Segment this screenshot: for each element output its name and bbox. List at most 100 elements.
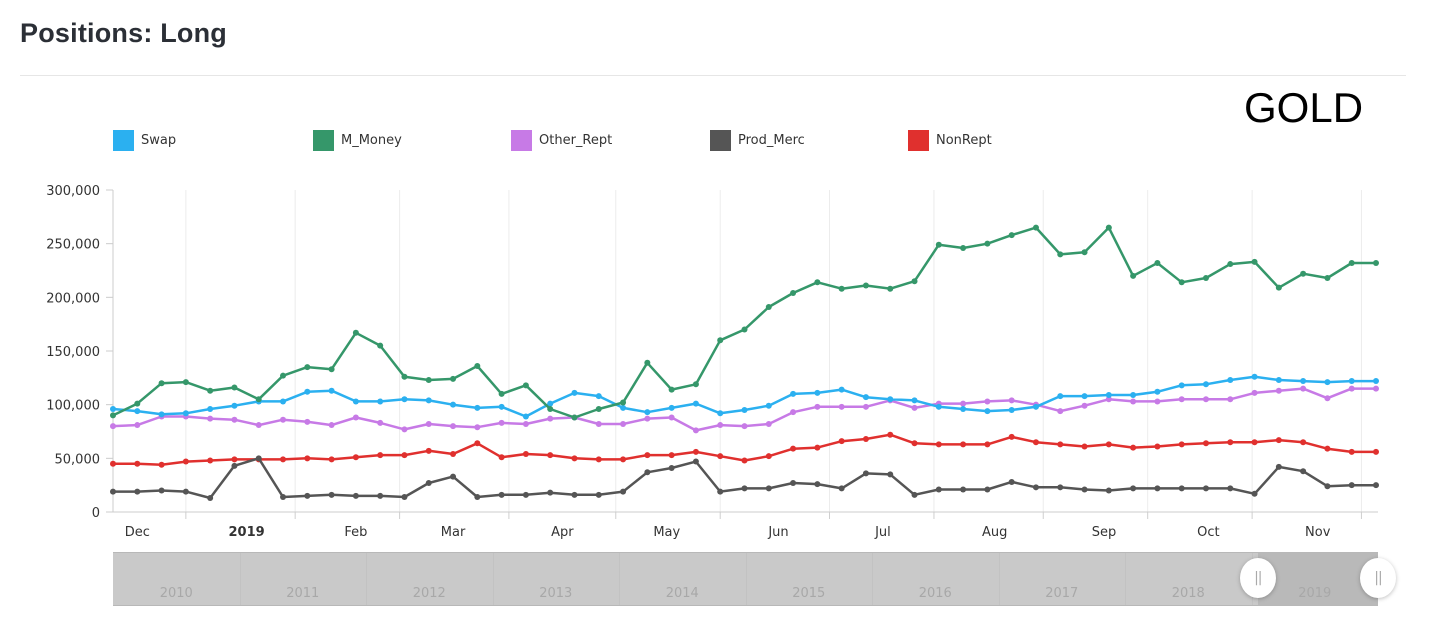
data-point: [377, 419, 384, 426]
data-point: [960, 486, 967, 493]
data-point: [474, 440, 481, 447]
data-point: [1300, 385, 1307, 392]
data-point: [741, 326, 748, 333]
data-point: [741, 457, 748, 464]
data-point: [1032, 224, 1039, 231]
page-title: Positions: Long: [20, 18, 227, 48]
data-point: [862, 394, 869, 401]
x-tick-label: Dec: [125, 525, 150, 540]
data-point: [1057, 251, 1064, 258]
data-point: [1057, 441, 1064, 448]
data-point: [814, 481, 821, 488]
series-line: [112, 226, 1376, 419]
data-point: [1324, 395, 1331, 402]
navigator-year-separator: [619, 553, 620, 605]
legend-label-m-money: M_Money: [341, 133, 402, 148]
data-point: [911, 491, 918, 498]
data-point: [522, 413, 529, 420]
data-point: [1081, 249, 1088, 256]
data-point: [182, 488, 189, 495]
data-point: [765, 303, 772, 310]
legend-item-prod-merc[interactable]: Prod_Merc: [710, 130, 805, 151]
y-tick-label: 50,000: [55, 452, 101, 467]
navigator-handle-left[interactable]: ||: [1239, 558, 1276, 598]
data-point: [1105, 224, 1112, 231]
data-point: [328, 456, 335, 463]
data-point: [450, 401, 457, 408]
y-tick-label: 0: [92, 506, 100, 521]
data-point: [1057, 408, 1064, 415]
data-point: [1348, 259, 1355, 266]
legend-item-other-rept[interactable]: Other_Rept: [511, 130, 612, 151]
navigator-year-label: 2018: [1171, 586, 1205, 601]
data-point: [571, 389, 578, 396]
data-point: [1105, 396, 1112, 403]
data-point: [352, 454, 359, 461]
navigator-year-label: 2019: [1298, 586, 1332, 601]
data-point: [1348, 378, 1355, 385]
data-point: [498, 390, 505, 397]
data-point: [1324, 483, 1331, 490]
data-point: [450, 423, 457, 430]
data-point: [1178, 485, 1185, 492]
data-point: [1300, 439, 1307, 446]
data-point: [1202, 440, 1209, 447]
data-point: [1324, 379, 1331, 386]
data-point: [1178, 396, 1185, 403]
data-point: [280, 456, 287, 463]
data-point: [207, 387, 214, 394]
data-point: [717, 453, 724, 460]
data-point: [134, 460, 141, 467]
y-tick-label: 150,000: [46, 345, 100, 360]
legend-label-prod-merc: Prod_Merc: [738, 133, 805, 148]
data-point: [547, 405, 554, 412]
data-point: [207, 405, 214, 412]
data-point: [134, 488, 141, 495]
navigator-year-label: 2015: [792, 586, 826, 601]
data-point: [911, 404, 918, 411]
data-point: [644, 452, 651, 459]
data-point: [838, 403, 845, 410]
legend-item-swap[interactable]: Swap: [113, 130, 176, 151]
data-point: [595, 405, 602, 412]
series-prod-merc: [110, 455, 1379, 502]
data-point: [862, 282, 869, 289]
data-point: [571, 414, 578, 421]
data-point: [911, 397, 918, 404]
data-point: [352, 398, 359, 405]
range-navigator[interactable]: 2010 2011 2012 2013 2014 2015 2016 2017 2018 2019: [113, 552, 1378, 606]
data-point: [571, 455, 578, 462]
data-point: [182, 410, 189, 417]
data-point: [425, 447, 432, 454]
data-point: [1081, 402, 1088, 409]
data-point: [474, 424, 481, 431]
data-point: [935, 241, 942, 248]
data-point: [1008, 433, 1015, 440]
navigator-year-separator: [872, 553, 873, 605]
navigator-year-separator: [492, 553, 494, 605]
legend-item-m-money[interactable]: M_Money: [313, 130, 402, 151]
data-point: [425, 397, 432, 404]
legend-item-nonrept[interactable]: NonRept: [908, 130, 992, 151]
data-point: [304, 455, 311, 462]
data-point: [935, 486, 942, 493]
data-point: [1227, 439, 1234, 446]
axes: [112, 190, 1378, 513]
data-point: [1373, 378, 1379, 385]
data-point: [110, 460, 116, 467]
navigator-year-separator: [239, 553, 241, 605]
data-point: [1275, 437, 1282, 444]
data-point: [1105, 441, 1112, 448]
data-point: [1154, 443, 1161, 450]
navigator-year-separator: [745, 553, 747, 605]
data-point: [644, 359, 651, 366]
navigator-selected-range[interactable]: [1257, 553, 1378, 605]
x-tick-label: Jun: [767, 525, 788, 540]
data-point: [668, 464, 675, 471]
navigator-year-label: 2016: [918, 586, 952, 601]
navigator-handle-right[interactable]: ||: [1360, 558, 1396, 598]
data-point: [765, 485, 772, 492]
data-point: [352, 329, 359, 336]
data-point: [1251, 389, 1258, 396]
data-point: [231, 456, 238, 463]
